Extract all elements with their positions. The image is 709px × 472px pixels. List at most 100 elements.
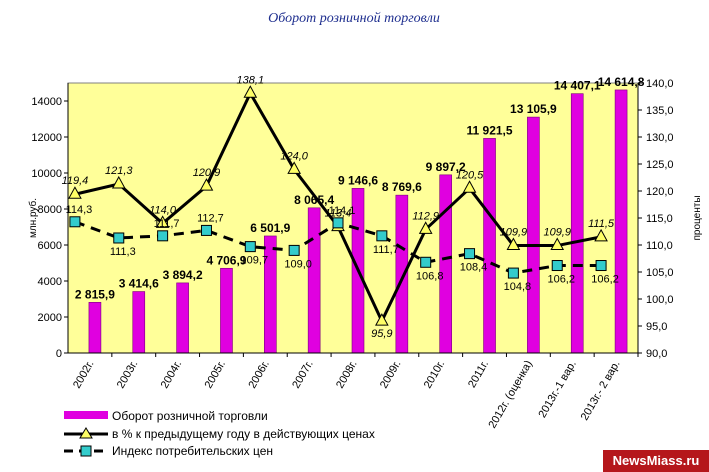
bar-retail-turnover [132, 291, 146, 354]
newsmiass-watermark: NewsMiass.ru [603, 450, 709, 472]
x-tick-label: 2009г. [378, 359, 403, 391]
y-left-tick-label: 2000 [38, 312, 62, 324]
bar-retail-turnover [395, 194, 409, 354]
cpi-label: 114,3 [66, 204, 93, 216]
growth-percent-label: 109,9 [500, 227, 528, 239]
bar-value-label: 2 815,9 [75, 287, 115, 301]
point-cpi [200, 224, 212, 236]
x-tick-label: 2005г. [203, 359, 228, 391]
growth-percent-label: 120,9 [193, 167, 221, 179]
x-tick-label: 2003г. [115, 359, 140, 391]
point-cpi [288, 244, 300, 256]
bar-retail-turnover [439, 174, 452, 354]
point-growth-percent [594, 228, 608, 242]
point-cpi [157, 230, 169, 242]
cpi-label: 104,8 [504, 281, 532, 293]
bar-value-label: 11 921,5 [467, 123, 513, 137]
point-growth-percent [462, 180, 477, 193]
growth-percent-label: 109,9 [543, 227, 571, 239]
y-right-tick-label: 140,0 [646, 78, 674, 90]
cpi-label: 106,8 [416, 270, 444, 282]
point-cpi [332, 217, 344, 229]
legend-marker-cpi [80, 445, 92, 457]
growth-percent-label: 138,1 [237, 74, 265, 86]
y-left-tick-label: 6000 [38, 240, 62, 252]
legend-swatch-bars [64, 411, 108, 419]
bar-retail-turnover [307, 207, 321, 354]
y-right-tick-label: 135,0 [646, 105, 674, 117]
bar-value-label: 14 614,8 [598, 75, 645, 89]
legend-label-bars: Оборот розничной торговли [112, 409, 268, 423]
point-growth-percent [418, 221, 433, 234]
bar-retail-turnover [176, 282, 189, 354]
growth-percent-label: 112,9 [412, 210, 439, 222]
point-cpi [420, 256, 432, 268]
point-cpi [595, 260, 607, 272]
cpi-label: 111,3 [110, 246, 136, 258]
bar-retail-turnover [264, 235, 277, 354]
cpi-label: 112,7 [197, 212, 224, 224]
x-tick-label: 2002г. [71, 359, 96, 391]
bar-value-label: 8 769,6 [382, 180, 422, 194]
cpi-label: 109,0 [284, 258, 312, 270]
line-series [68, 85, 608, 326]
x-tick-label: 2013г.- 2 вар. [579, 359, 623, 423]
growth-percent-label: 114,0 [149, 204, 177, 216]
data-labels: 2 815,9 3 414,6 3 894,24 706,9 6 501,9 8 065… [62, 74, 645, 340]
x-tick-label: 2011г. [466, 359, 491, 390]
growth-percent-label: 111,5 [588, 218, 615, 230]
point-growth-percent [506, 237, 521, 251]
point-cpi [113, 232, 125, 244]
growth-percent-label: 124,0 [280, 150, 308, 162]
legend-marker-growth [79, 427, 93, 439]
growth-percent-label: 121,3 [105, 165, 133, 177]
y-left-tick-label: 10000 [31, 168, 62, 180]
y-left-axis-title: млн.руб. [27, 198, 39, 238]
y-left-tick-label: 4000 [38, 276, 62, 288]
bar-value-label: 4 706,9 [206, 253, 246, 267]
y-right-tick-label: 130,0 [646, 132, 674, 144]
bar-retail-turnover [483, 138, 496, 354]
y-left-tick-label: 0 [56, 348, 62, 360]
x-tick-label: 2008г. [334, 359, 359, 391]
legend-label-growth: в % к предыдущему году в действующих цен… [112, 427, 375, 441]
point-cpi [376, 230, 388, 242]
point-growth-percent [550, 237, 565, 251]
point-growth-percent [111, 175, 126, 189]
point-growth-percent [155, 215, 170, 228]
point-growth-percent [68, 186, 82, 199]
bar-value-label: 13 105,9 [510, 102, 557, 116]
bar-retail-turnover [220, 267, 233, 354]
cpi-label: 111,7 [373, 244, 399, 256]
growth-percent-label: 95,9 [371, 328, 392, 340]
x-tick-label: 2006г. [246, 359, 271, 391]
bar-retail-turnover [88, 302, 102, 354]
growth-percent-label: 119,4 [62, 175, 89, 187]
y-right-tick-label: 95,0 [646, 321, 667, 333]
bar-value-label: 9 897,2 [426, 160, 466, 174]
x-tick-label: 2012г. (оценка) [486, 359, 535, 431]
y-left-tick-label: 14000 [31, 96, 62, 108]
legend-label-cpi: Индекс потребительских цен [112, 444, 273, 458]
x-tick-label: 2004г. [159, 359, 184, 391]
x-tick-label: 2010г. [422, 359, 447, 391]
cpi-label: 111,7 [154, 218, 180, 230]
y-right-axis-title: проценты [692, 195, 703, 240]
cpi-label: 106,2 [591, 274, 619, 286]
growth-percent-label: 113,4 [325, 208, 352, 220]
point-growth-percent [375, 313, 389, 326]
bar-retail-turnover [614, 89, 628, 354]
point-cpi [69, 216, 81, 228]
chart-title: Оборот розничной торговли [268, 11, 440, 26]
point-cpi [244, 241, 256, 253]
point-growth-percent [243, 85, 258, 98]
point-cpi [464, 248, 476, 260]
bar-value-label: 14 407,1 [554, 79, 601, 93]
legend: Оборот розничной торговли в % к предыдущ… [64, 409, 375, 458]
cpi-label: 106,2 [547, 274, 575, 286]
y-right-tick-label: 125,0 [646, 159, 674, 171]
growth-percent-label: 120,5 [456, 169, 484, 181]
bar-value-label: 8 065,4 [294, 193, 334, 207]
y-right-tick-label: 105,0 [646, 267, 674, 279]
cpi-label: 108,4 [460, 262, 488, 274]
